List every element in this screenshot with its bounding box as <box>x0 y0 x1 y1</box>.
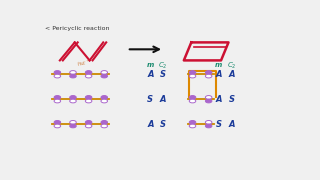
Text: < Pericyclic reaction: < Pericyclic reaction <box>45 26 109 31</box>
Text: A: A <box>215 70 222 79</box>
Text: $C_2$: $C_2$ <box>158 60 168 71</box>
Circle shape <box>101 120 108 124</box>
Circle shape <box>101 96 108 99</box>
Circle shape <box>54 124 60 128</box>
Circle shape <box>205 99 212 103</box>
Circle shape <box>205 120 212 124</box>
Circle shape <box>205 96 212 99</box>
Text: A: A <box>215 95 222 104</box>
Circle shape <box>101 71 108 74</box>
Text: m: m <box>215 62 222 68</box>
Circle shape <box>189 99 196 103</box>
Circle shape <box>85 71 92 74</box>
Circle shape <box>205 124 212 128</box>
Circle shape <box>70 124 76 128</box>
Circle shape <box>101 124 108 128</box>
Circle shape <box>54 120 60 124</box>
Circle shape <box>189 96 196 99</box>
Text: $C_2$: $C_2$ <box>228 60 237 71</box>
Text: A: A <box>159 95 166 104</box>
Circle shape <box>189 74 196 78</box>
Text: m: m <box>147 62 154 68</box>
Circle shape <box>85 74 92 78</box>
Text: S: S <box>160 70 166 79</box>
Text: S: S <box>229 95 235 104</box>
Circle shape <box>54 74 60 78</box>
Circle shape <box>85 120 92 124</box>
Circle shape <box>85 99 92 103</box>
Text: $h\nu c^+$: $h\nu c^+$ <box>76 58 91 69</box>
Circle shape <box>189 120 196 124</box>
Circle shape <box>101 99 108 103</box>
Text: A: A <box>147 70 154 79</box>
Circle shape <box>70 120 76 124</box>
Circle shape <box>101 74 108 78</box>
Circle shape <box>85 96 92 99</box>
Text: A: A <box>147 120 154 129</box>
Circle shape <box>54 71 60 74</box>
Circle shape <box>85 124 92 128</box>
Circle shape <box>70 71 76 74</box>
Text: A: A <box>229 120 236 129</box>
Circle shape <box>54 99 60 103</box>
Text: S: S <box>148 95 153 104</box>
Circle shape <box>205 74 212 78</box>
Text: S: S <box>216 120 221 129</box>
Circle shape <box>189 124 196 128</box>
Circle shape <box>205 71 212 74</box>
Circle shape <box>189 71 196 74</box>
Text: S: S <box>160 120 166 129</box>
Circle shape <box>70 96 76 99</box>
Circle shape <box>70 74 76 78</box>
Text: A: A <box>229 70 236 79</box>
Circle shape <box>70 99 76 103</box>
Circle shape <box>54 96 60 99</box>
